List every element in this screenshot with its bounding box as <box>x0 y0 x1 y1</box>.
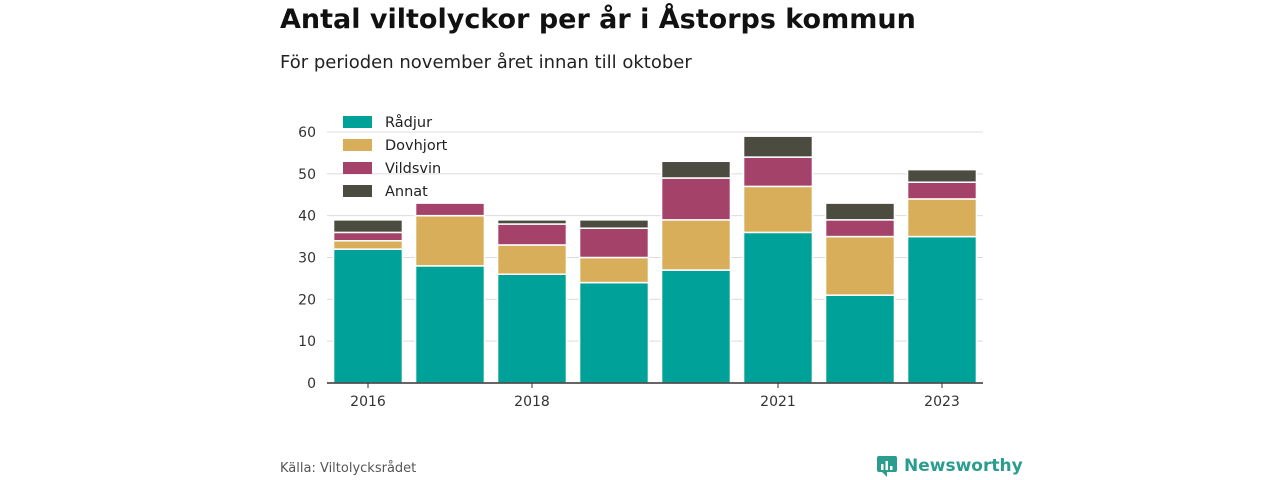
brand-logo: Newsworthy <box>876 455 1023 477</box>
bar-segment <box>824 219 896 238</box>
bar-segment <box>496 273 568 384</box>
bar-segment <box>578 227 650 259</box>
bar-segment <box>660 269 732 384</box>
bar-segment <box>496 223 568 246</box>
legend: Rådjur Dovhjort Vildsvin Annat <box>343 114 448 200</box>
stacked-bar-chart: 0 10 20 30 40 50 60 2016 2018 2021 2023 Rådjur Dov… <box>298 114 983 410</box>
y-tick-label: 60 <box>298 125 316 141</box>
bar-segment <box>496 219 568 225</box>
y-axis: 0 10 20 30 40 50 60 <box>298 125 316 392</box>
bar-segment <box>578 219 650 229</box>
chart-title: Antal viltolyckor per år i Åstorps kommu… <box>280 4 916 35</box>
chart-subtitle: För perioden november året innan till ok… <box>280 52 692 73</box>
bar-segment <box>906 235 978 384</box>
bar-segment <box>660 160 732 179</box>
x-tick-label: 2018 <box>514 394 550 410</box>
legend-label: Annat <box>385 184 428 200</box>
bar-segment <box>742 231 814 384</box>
bar-segment <box>824 202 896 221</box>
bar-segment <box>742 156 814 188</box>
bar-segment <box>660 177 732 221</box>
source-note: Källa: Viltolycksrådet <box>280 461 417 476</box>
y-tick-label: 20 <box>298 292 316 308</box>
legend-label: Dovhjort <box>385 138 448 154</box>
legend-swatch <box>343 162 372 174</box>
y-tick-label: 40 <box>298 209 316 225</box>
legend-swatch <box>343 185 372 197</box>
y-tick-label: 10 <box>298 334 316 350</box>
bar-segment <box>414 202 486 217</box>
bar-segment <box>742 185 814 234</box>
bar-segment <box>824 294 896 384</box>
x-tick-label: 2021 <box>760 394 796 410</box>
legend-swatch <box>343 116 372 128</box>
bar-segment <box>824 235 896 296</box>
bar-segment <box>496 244 568 275</box>
bar-segment <box>332 248 404 384</box>
legend-swatch <box>343 139 372 151</box>
y-tick-label: 30 <box>298 251 316 267</box>
bar-segment <box>414 265 486 384</box>
legend-label: Rådjur <box>385 114 432 131</box>
bar-segment <box>414 214 486 267</box>
brand-name: Newsworthy <box>904 456 1023 476</box>
bar-segment <box>906 198 978 238</box>
bar-segment <box>578 281 650 384</box>
legend-label: Vildsvin <box>385 161 441 177</box>
bar-segment <box>660 219 732 271</box>
bar-segment <box>906 168 978 183</box>
bar-segment <box>332 219 404 234</box>
bar-segment <box>578 256 650 284</box>
x-tick-label: 2023 <box>924 394 960 410</box>
x-tick-label: 2016 <box>350 394 386 410</box>
bar-segment <box>332 231 404 242</box>
bar-segment <box>906 181 978 200</box>
bar-segment <box>332 240 404 250</box>
y-tick-label: 0 <box>307 376 316 392</box>
y-tick-label: 50 <box>298 167 316 183</box>
bar-segment <box>742 135 814 158</box>
x-axis: 2016 2018 2021 2023 <box>327 382 983 410</box>
bars <box>332 135 978 384</box>
newsworthy-icon <box>877 456 897 477</box>
